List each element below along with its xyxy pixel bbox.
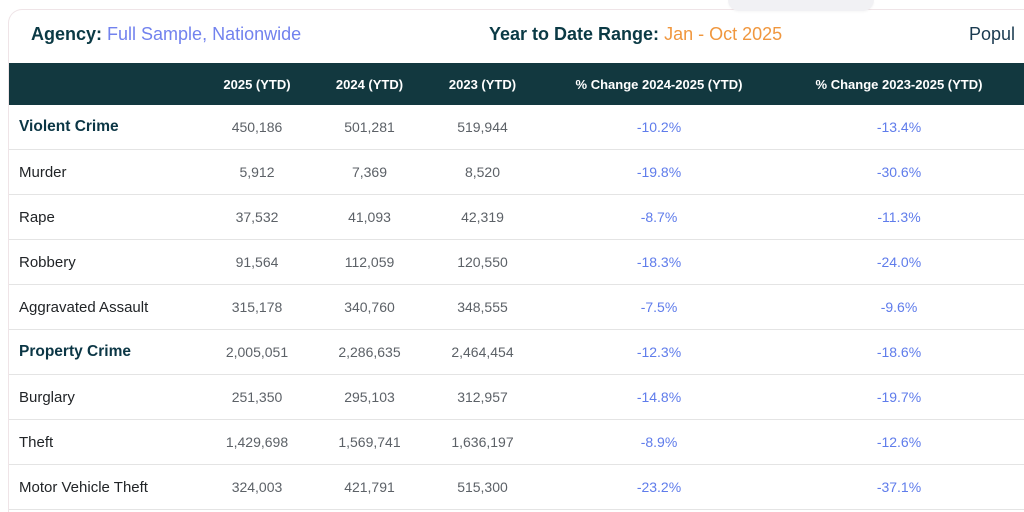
table-row: Theft 1,429,698 1,569,741 1,636,197 -8.9…: [9, 420, 1024, 465]
crime-table-card: Agency: Full Sample, Nationwide Year to …: [8, 9, 1024, 512]
column-header-change-2024-2025: % Change 2024-2025 (YTD): [575, 76, 743, 92]
agency-label: Agency:: [31, 24, 103, 44]
pct-change-2024-2025: -10.2%: [636, 119, 682, 135]
cut-off-pill: [728, 0, 874, 11]
value-2025: 37,532: [235, 209, 279, 225]
value-2025: 1,429,698: [225, 434, 289, 450]
column-header-2024-ytd: 2024 (YTD): [335, 76, 404, 92]
table-header-row: 2025 (YTD) 2024 (YTD) 2023 (YTD) % Chang…: [9, 63, 1024, 105]
row-label: Theft: [19, 433, 54, 451]
value-2025: 5,912: [239, 164, 275, 180]
value-2024: 421,791: [344, 479, 395, 495]
column-header-2025-ytd: 2025 (YTD): [223, 76, 291, 92]
table-row: Burglary 251,350 295,103 312,957 -14.8% …: [9, 375, 1024, 420]
pct-change-2024-2025: -7.5%: [640, 299, 678, 315]
value-2023: 348,555: [457, 299, 508, 315]
value-2024: 295,103: [344, 389, 395, 405]
pct-change-2023-2025: -18.6%: [876, 344, 922, 360]
date-range-value[interactable]: Jan - Oct 2025: [664, 24, 783, 44]
value-2023: 2,464,454: [451, 344, 514, 360]
row-label: Property Crime: [19, 343, 131, 360]
value-2025: 2,005,051: [225, 344, 289, 360]
table-row: Aggravated Assault 315,178 340,760 348,5…: [9, 285, 1024, 330]
row-label: Violent Crime: [19, 118, 119, 135]
column-header-2023-ytd: 2023 (YTD): [448, 76, 517, 92]
value-2023: 1,636,197: [451, 434, 514, 450]
value-2024: 501,281: [344, 119, 395, 135]
value-2024: 1,569,741: [338, 434, 401, 450]
value-2023: 42,319: [461, 209, 504, 225]
column-header-change-2023-2025: % Change 2023-2025 (YTD): [815, 76, 983, 92]
row-label: Motor Vehicle Theft: [19, 478, 148, 496]
value-2024: 41,093: [348, 209, 391, 225]
pct-change-2024-2025: -23.2%: [636, 479, 682, 495]
date-range-label: Year to Date Range:: [489, 24, 660, 44]
table-row: Robbery 91,564 112,059 120,550 -18.3% -2…: [9, 240, 1024, 285]
value-2024: 2,286,635: [338, 344, 401, 360]
table-row: Property Crime 2,005,051 2,286,635 2,464…: [9, 330, 1024, 375]
row-label: Murder: [19, 163, 67, 181]
row-label: Aggravated Assault: [19, 298, 149, 316]
pct-change-2024-2025: -8.9%: [640, 434, 678, 450]
pct-change-2024-2025: -12.3%: [636, 344, 682, 360]
pct-change-2023-2025: -24.0%: [876, 254, 922, 270]
pct-change-2024-2025: -14.8%: [636, 389, 682, 405]
agency-value-link[interactable]: Full Sample, Nationwide: [107, 24, 302, 44]
table-row: Rape 37,532 41,093 42,319 -8.7% -11.3%: [9, 195, 1024, 240]
value-2023: 120,550: [457, 254, 508, 270]
row-label: Robbery: [19, 253, 76, 271]
table-row: Murder 5,912 7,369 8,520 -19.8% -30.6%: [9, 150, 1024, 195]
value-2025: 251,350: [231, 389, 283, 405]
value-2023: 515,300: [457, 479, 508, 495]
table-meta-header: Agency: Full Sample, Nationwide Year to …: [9, 10, 1024, 63]
pct-change-2024-2025: -19.8%: [636, 164, 682, 180]
value-2025: 450,186: [231, 119, 283, 135]
row-label: Rape: [19, 208, 55, 226]
pct-change-2023-2025: -11.3%: [877, 209, 921, 225]
value-2023: 519,944: [457, 119, 508, 135]
value-2024: 7,369: [351, 164, 388, 180]
value-2025: 315,178: [231, 299, 283, 315]
pct-change-2023-2025: -9.6%: [880, 299, 918, 315]
table-row: Motor Vehicle Theft 324,003 421,791 515,…: [9, 465, 1024, 510]
pct-change-2023-2025: -13.4%: [876, 119, 922, 135]
population-label-cutoff: Popul: [969, 24, 1016, 44]
table-row: Violent Crime 450,186 501,281 519,944 -1…: [9, 105, 1024, 150]
pct-change-2023-2025: -37.1%: [876, 479, 922, 495]
pct-change-2024-2025: -8.7%: [640, 209, 678, 225]
pct-change-2023-2025: -30.6%: [876, 164, 922, 180]
value-2023: 8,520: [464, 164, 501, 180]
value-2024: 112,059: [344, 254, 395, 270]
date-range-meta: Year to Date Range: Jan - Oct 2025: [489, 24, 782, 45]
row-label: Burglary: [19, 388, 75, 406]
pct-change-2024-2025: -18.3%: [636, 254, 682, 270]
value-2025: 91,564: [235, 254, 279, 270]
value-2024: 340,760: [344, 299, 395, 315]
pct-change-2023-2025: -12.6%: [876, 434, 922, 450]
value-2023: 312,957: [457, 389, 508, 405]
value-2025: 324,003: [231, 479, 283, 495]
pct-change-2023-2025: -19.7%: [876, 389, 922, 405]
agency-meta: Agency: Full Sample, Nationwide: [31, 24, 301, 45]
